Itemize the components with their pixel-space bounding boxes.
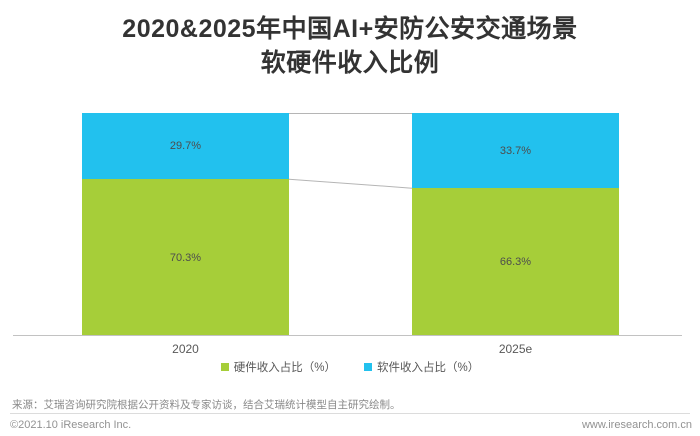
- hardware-swatch-icon: [220, 363, 229, 371]
- chart-title-line1: 2020&2025年中国AI+安防公安交通场景: [122, 15, 578, 43]
- bar-2025e-hardware-value-label: 66.3%: [499, 256, 532, 269]
- legend: 硬件收入占比（%） 软件收入占比（%）: [0, 359, 700, 375]
- connector-mid-line: [288, 178, 413, 189]
- footer-divider: [10, 413, 690, 414]
- legend-item-hardware: 硬件收入占比（%）: [220, 359, 336, 375]
- bar-2020-software-segment: 29.7%: [82, 113, 289, 180]
- series-connector-lines: [288, 113, 413, 189]
- copyright-text: ©2021.10 iResearch Inc.: [10, 419, 132, 431]
- legend-label-software: 软件收入占比（%）: [377, 362, 480, 374]
- x-axis-label-2025e: 2025e: [498, 342, 533, 356]
- source-note: 来源：艾瑞咨询研究院根据公开资料及专家访谈，结合艾瑞统计模型自主研究绘制。: [12, 399, 401, 411]
- chart-title: 2020&2025年中国AI+安防公安交通场景 软硬件收入比例: [0, 12, 700, 80]
- bar-2025e-software-segment: 33.7%: [412, 113, 619, 189]
- x-axis-label-2020: 2020: [172, 342, 199, 356]
- chart-title-line2: 软硬件收入比例: [260, 49, 440, 77]
- x-axis-line: [13, 335, 682, 336]
- bar-2020-hardware-segment: 70.3%: [82, 179, 289, 336]
- website-text: www.iresearch.com.cn: [581, 419, 692, 431]
- software-swatch-icon: [364, 363, 372, 371]
- bar-2025e-software-value-label: 33.7%: [499, 144, 532, 157]
- legend-label-hardware: 硬件收入占比（%）: [233, 362, 336, 374]
- legend-item-software: 软件收入占比（%）: [364, 359, 479, 375]
- bar-2025e: 33.7% 66.3%: [412, 113, 619, 336]
- bar-2025e-hardware-segment: 66.3%: [412, 188, 619, 336]
- bar-2020-software-value-label: 29.7%: [169, 140, 202, 153]
- bar-2020: 29.7% 70.3%: [82, 113, 289, 336]
- bar-2020-hardware-value-label: 70.3%: [169, 251, 202, 264]
